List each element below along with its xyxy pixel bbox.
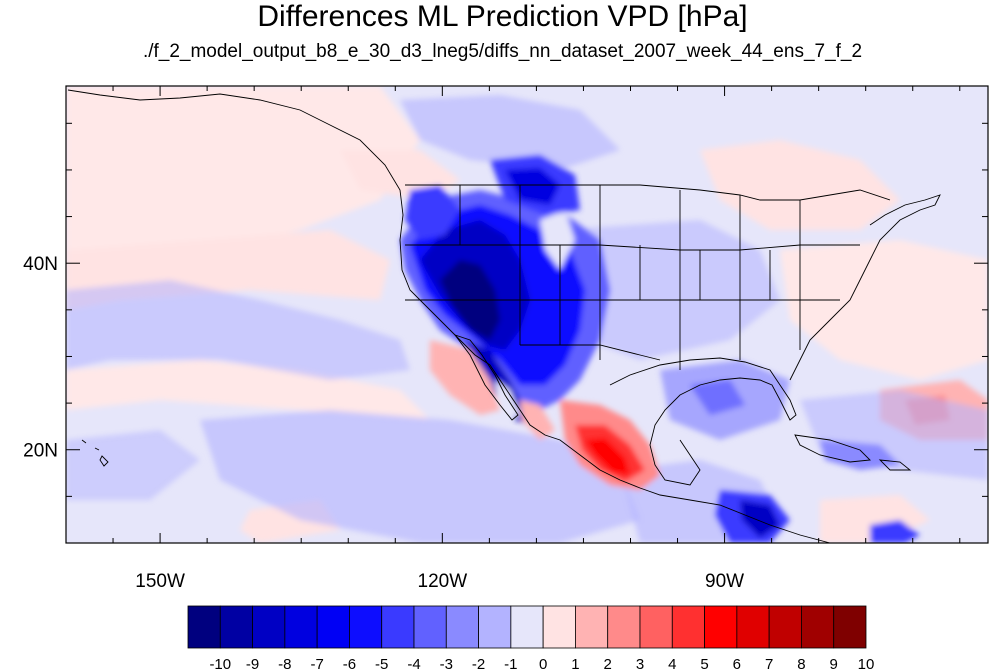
colorbar-swatch	[736, 605, 770, 649]
lat-tick-label: 20N	[23, 441, 58, 462]
axis-ticks	[66, 86, 988, 544]
lon-tick-label: 120W	[418, 571, 468, 592]
colorbar-swatch	[510, 605, 544, 649]
colorbar-label: 4	[668, 656, 676, 672]
colorbar-swatch	[316, 605, 350, 649]
map-field	[66, 86, 988, 543]
colorbar: -10 -9 -8 -7 -6 -5 -4 -3 -2 -1 0 1 2 3 4 5 6 7 8 9 10	[187, 605, 875, 672]
colorbar-swatch	[704, 605, 738, 649]
lon-tick-label: 150W	[135, 571, 185, 592]
lat-tick-label: 40N	[23, 254, 58, 275]
colorbar-swatch	[219, 605, 253, 649]
colorbar-label: -9	[246, 656, 259, 672]
colorbar-label: 9	[830, 656, 838, 672]
colorbar-label: 5	[700, 656, 708, 672]
colorbar-swatch	[445, 605, 479, 649]
colorbar-label: -5	[375, 656, 388, 672]
colorbar-label: 7	[765, 656, 773, 672]
colorbar-label: 3	[636, 656, 644, 672]
colorbar-label: -8	[278, 656, 291, 672]
colorbar-label: 10	[858, 656, 875, 672]
colorbar-label: 0	[539, 656, 547, 672]
colorbar-label: 6	[733, 656, 741, 672]
colorbar-swatch	[381, 605, 415, 649]
plot-title: Differences ML Prediction VPD [hPa]	[257, 0, 748, 33]
colorbar-label: -2	[472, 656, 485, 672]
axis-tick-labels: 150W 120W 90W 40N 20N	[23, 254, 744, 592]
colorbar-swatch	[575, 605, 609, 649]
colorbar-label: 2	[604, 656, 612, 672]
colorbar-label: -3	[440, 656, 453, 672]
colorbar-label: 1	[571, 656, 579, 672]
colorbar-swatch	[833, 605, 867, 649]
colorbar-swatch	[639, 605, 673, 649]
colorbar-swatch	[187, 605, 221, 649]
colorbar-label: -6	[343, 656, 356, 672]
colorbar-label: 8	[797, 656, 805, 672]
colorbar-swatch	[768, 605, 802, 649]
colorbar-label: -1	[504, 656, 517, 672]
colorbar-swatch	[801, 605, 835, 649]
colorbar-swatch	[349, 605, 383, 649]
colorbar-swatch	[542, 605, 576, 649]
colorbar-swatch	[607, 605, 641, 649]
colorbar-swatch	[671, 605, 705, 649]
colorbar-label: -7	[310, 656, 323, 672]
colorbar-swatch	[284, 605, 318, 649]
colorbar-swatch	[413, 605, 447, 649]
colorbar-label: -4	[407, 656, 420, 672]
plot-subtitle: ./f_2_model_output_b8_e_30_d3_lneg5/diff…	[142, 41, 863, 62]
colorbar-swatch	[252, 605, 286, 649]
lon-tick-label: 90W	[705, 571, 744, 592]
map-frame	[65, 85, 989, 544]
colorbar-label: -10	[209, 656, 231, 672]
coastlines	[67, 89, 941, 543]
colorbar-swatch	[478, 605, 512, 649]
